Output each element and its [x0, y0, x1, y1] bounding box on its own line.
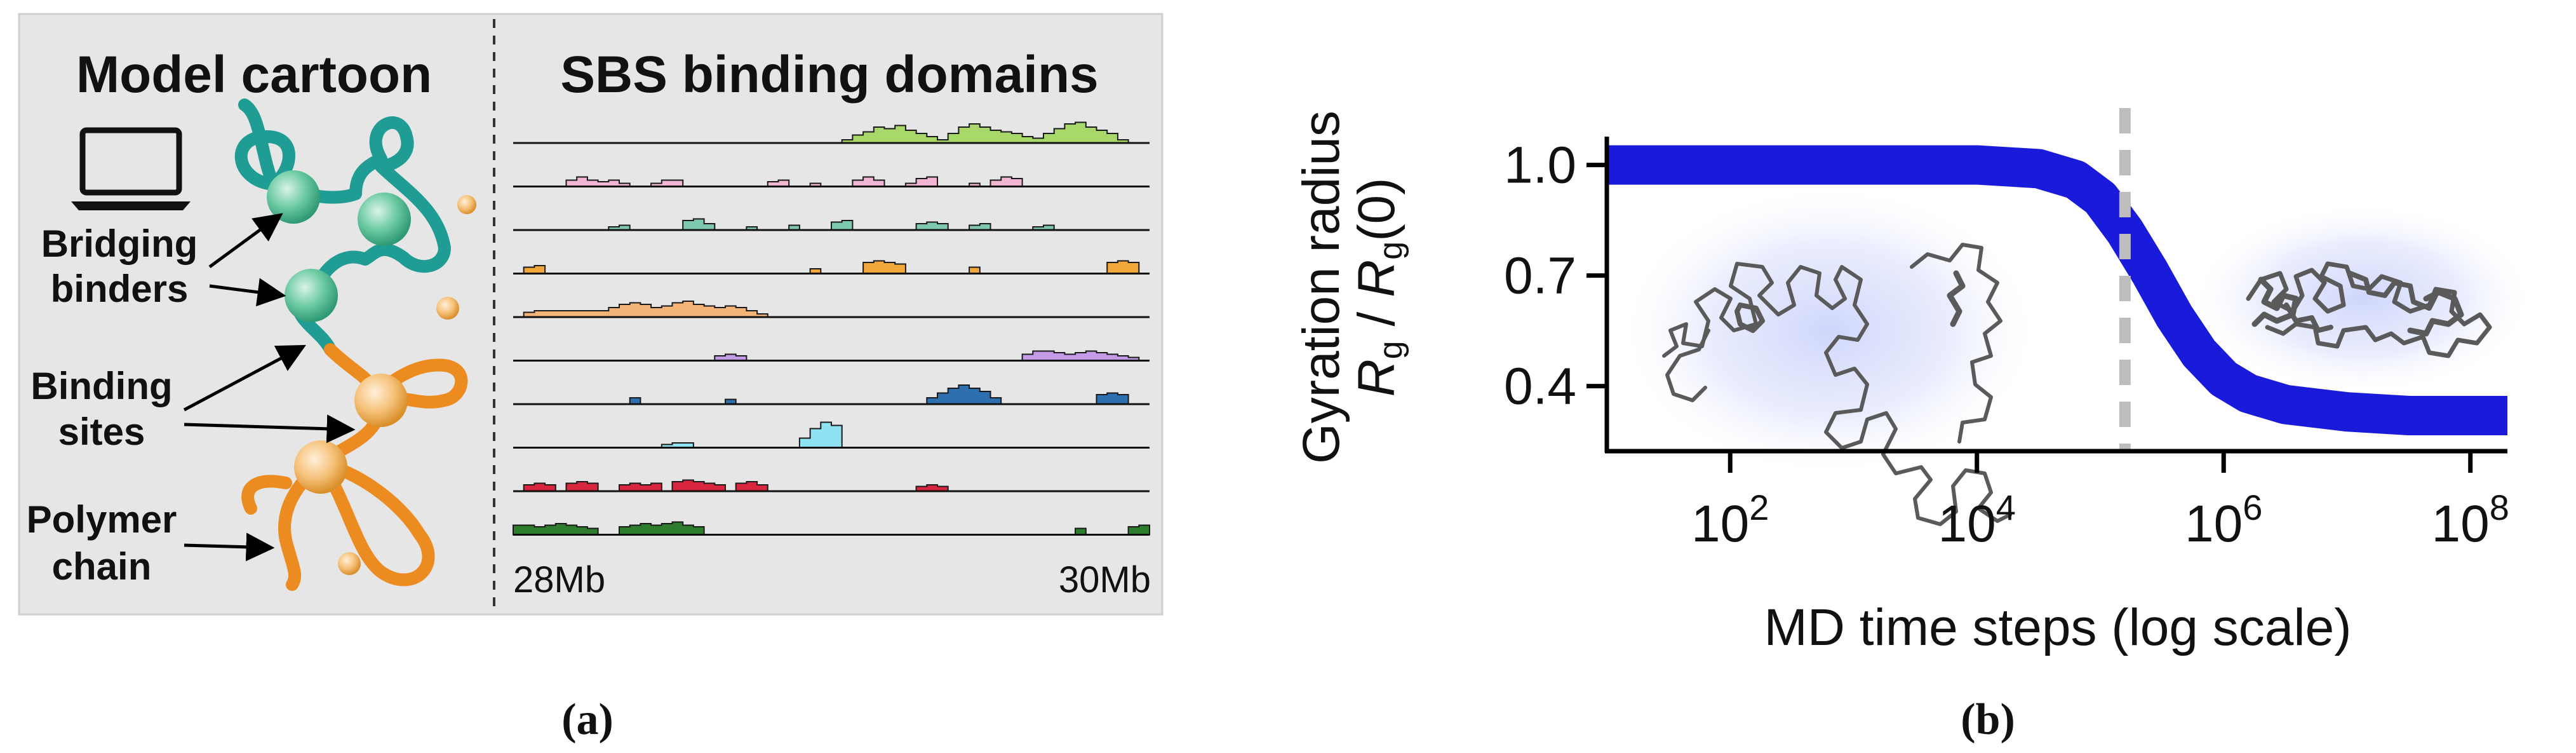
y-label-sub2: g [1372, 241, 1409, 260]
bridging-label-line1: Bridging [41, 222, 198, 265]
bridging-label-line2: binders [51, 268, 189, 310]
free-binder-1 [457, 195, 476, 214]
sbs-binding-domains-title: SBS binding domains [560, 46, 1098, 104]
model-cartoon-title: Model cartoon [76, 46, 432, 104]
y-tick-label-1: 1.0 [1504, 137, 1576, 194]
polymer-conformation-compact [2246, 261, 2492, 358]
x-tick-label-4: 108 [2432, 487, 2509, 553]
y-tick-label-2: 0.7 [1504, 247, 1576, 305]
bridging-binder-2 [358, 193, 411, 246]
y-label-zero: (0) [1348, 178, 1405, 241]
tick-30mb: 30Mb [1059, 559, 1151, 600]
teal-chain [234, 98, 451, 356]
y-tick-label-3: 0.4 [1504, 358, 1576, 416]
laptop-icon [71, 127, 191, 210]
panel-a: Model cartoon SBS binding domains Bridgi… [18, 13, 1164, 616]
polymer-label-line1: Polymer [27, 498, 177, 541]
x-axis-label: MD time steps (log scale) [1764, 599, 2351, 656]
binding-label-line1: Binding [30, 365, 172, 407]
free-binder-2 [436, 297, 459, 320]
binding-label-line2: sites [58, 410, 145, 453]
label-arrows [183, 213, 356, 562]
y-axis-label: Gyration radius [1292, 111, 1350, 464]
x-tick-label-1: 102 [1691, 487, 1769, 553]
y-label-line2: Rg / Rg(0) [1348, 178, 1409, 397]
arrow-bridging-2 [209, 278, 286, 307]
polymer-label-line2: chain [52, 545, 152, 588]
tick-28mb: 28Mb [513, 559, 605, 600]
arrow-binding-2 [184, 414, 356, 444]
series-line-rg [1607, 145, 2507, 435]
bridging-binder-3 [285, 269, 338, 322]
binding-site-1 [354, 374, 408, 427]
arrow-binding-1 [183, 344, 306, 412]
bridging-binder-1 [267, 170, 320, 224]
y-label-slash: / [1348, 297, 1405, 341]
panel-b-caption: (b) [1961, 695, 2015, 744]
free-binder-3 [338, 552, 361, 575]
glow-compact [2191, 203, 2534, 394]
x-tick-label-2: 104 [1938, 487, 2016, 553]
chart-area: 1.0 0.7 0.4 102 104 106 108 [1504, 108, 2509, 553]
y-axis-label-ratio: Rg / Rg(0) [1348, 178, 1409, 397]
y-label-r1: R [1348, 359, 1405, 397]
polymer-conformation-expanded [1662, 243, 2012, 526]
panel-a-caption: (a) [561, 695, 614, 744]
y-label-sub1: g [1372, 341, 1409, 359]
binding-site-2 [294, 440, 347, 494]
binding-domain-tracks [513, 121, 1150, 536]
arrow-bridging-1 [208, 213, 283, 269]
y-label-line1: Gyration radius [1292, 111, 1350, 464]
x-tick-label-3: 106 [2185, 487, 2262, 553]
arrow-polymer [184, 533, 275, 562]
y-label-r2: R [1348, 260, 1405, 297]
